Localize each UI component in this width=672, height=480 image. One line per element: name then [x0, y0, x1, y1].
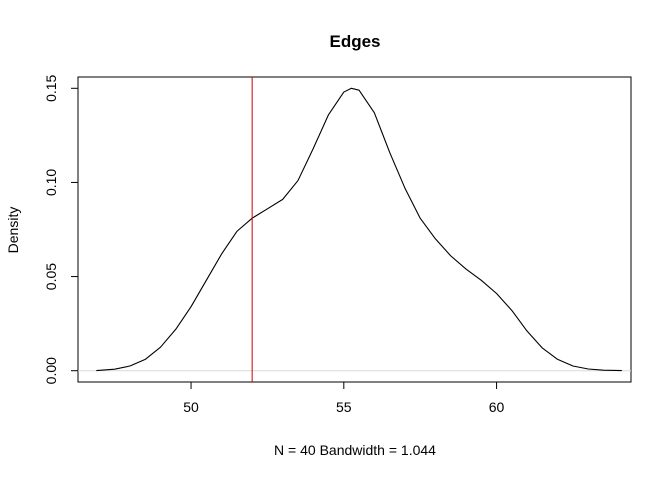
x-tick-label: 60	[489, 399, 505, 415]
chart-title: Edges	[329, 32, 380, 51]
axes: 50 55 60 0.00 0.05 0.10 0.15	[43, 74, 505, 415]
y-axis-label: Density	[5, 207, 21, 254]
y-tick-label: 0.15	[43, 74, 59, 101]
x-tick-label: 55	[336, 399, 352, 415]
y-tick-label: 0.00	[43, 357, 59, 384]
plot-frame	[77, 76, 632, 383]
x-axis-label: N = 40 Bandwidth = 1.044	[274, 442, 436, 458]
x-tick-label: 50	[183, 399, 199, 415]
density-curve	[96, 87, 622, 372]
plot-marks	[78, 77, 631, 382]
y-tick-label: 0.05	[43, 263, 59, 290]
y-tick-label: 0.10	[43, 169, 59, 196]
